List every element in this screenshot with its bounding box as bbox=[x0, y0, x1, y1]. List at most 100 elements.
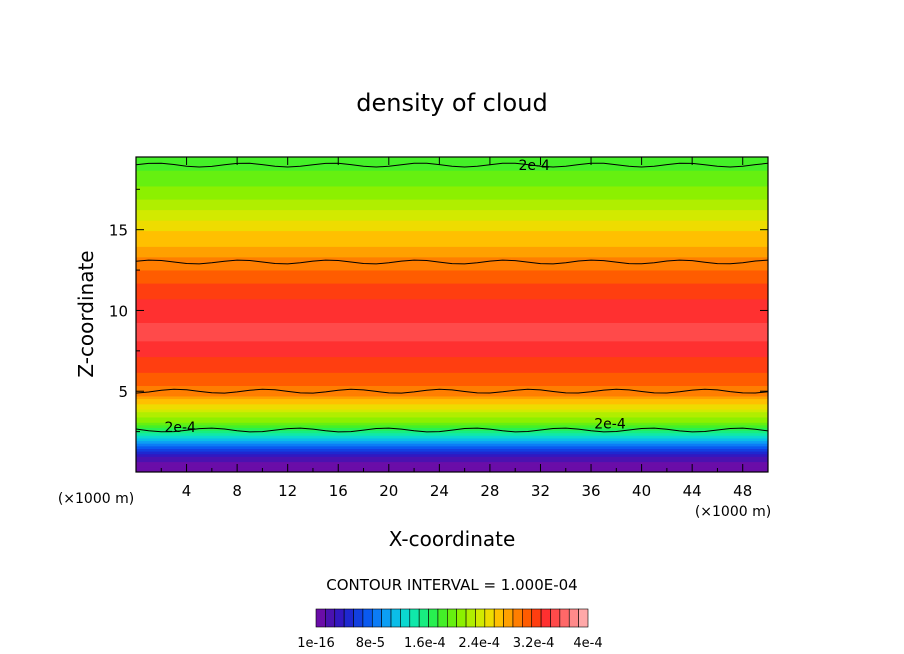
field-band bbox=[136, 445, 768, 449]
field-band bbox=[136, 251, 768, 255]
field-band bbox=[136, 180, 768, 184]
field-band bbox=[136, 167, 768, 171]
field-band bbox=[136, 301, 768, 305]
x-tick-label: 12 bbox=[278, 482, 297, 500]
field-band bbox=[136, 403, 768, 407]
field-band bbox=[136, 267, 768, 271]
density-field bbox=[136, 157, 768, 472]
field-band bbox=[136, 406, 768, 410]
colorbar-swatch bbox=[428, 608, 439, 628]
y-tick-label: 5 bbox=[118, 383, 128, 401]
field-band bbox=[136, 298, 768, 302]
field-band bbox=[136, 238, 768, 242]
field-band bbox=[136, 398, 768, 402]
colorbar-swatch bbox=[325, 608, 336, 628]
colorbar-swatch bbox=[343, 608, 354, 628]
field-band bbox=[136, 411, 768, 415]
field-band bbox=[136, 435, 768, 439]
colorbar-swatch bbox=[559, 608, 570, 628]
field-band bbox=[136, 306, 768, 310]
field-band bbox=[136, 395, 768, 400]
x-tick-label: 8 bbox=[232, 482, 242, 500]
y-tick-label: 10 bbox=[109, 302, 128, 320]
colorbar-swatch bbox=[503, 608, 514, 628]
field-band bbox=[136, 353, 768, 358]
field-band bbox=[136, 241, 768, 245]
field-band bbox=[136, 335, 768, 339]
field-band bbox=[136, 330, 768, 334]
field-band bbox=[136, 162, 768, 166]
field-band bbox=[136, 437, 768, 442]
field-band bbox=[136, 440, 768, 444]
field-band bbox=[136, 227, 768, 232]
x-tick-label: 24 bbox=[430, 482, 449, 500]
field-band bbox=[136, 175, 768, 179]
colorbar-swatch bbox=[400, 608, 411, 628]
field-band bbox=[136, 382, 768, 386]
colorbar-label: 4e-4 bbox=[573, 636, 602, 651]
field-band bbox=[136, 259, 768, 263]
field-band bbox=[136, 230, 768, 234]
field-band bbox=[136, 311, 768, 316]
colorbar-swatch bbox=[334, 608, 345, 628]
x-tick-label: 40 bbox=[632, 482, 651, 500]
field-band bbox=[136, 414, 768, 418]
field-band bbox=[136, 427, 768, 431]
x-tick-label: 48 bbox=[733, 482, 752, 500]
field-band bbox=[136, 264, 768, 268]
field-band bbox=[136, 327, 768, 331]
field-band bbox=[136, 209, 768, 213]
field-band bbox=[136, 424, 768, 428]
plot-frame bbox=[135, 156, 769, 473]
field-band bbox=[136, 309, 768, 313]
field-band bbox=[136, 422, 768, 426]
field-band bbox=[136, 283, 768, 287]
x-tick-label: 36 bbox=[581, 482, 600, 500]
field-band bbox=[136, 220, 768, 224]
field-band bbox=[136, 332, 768, 337]
colorbar-label: 3.2e-4 bbox=[513, 636, 555, 651]
colorbar-swatch bbox=[381, 608, 392, 628]
field-band bbox=[136, 361, 768, 365]
colorbar-swatch bbox=[540, 608, 551, 628]
colorbar-swatch bbox=[522, 608, 533, 628]
field-band bbox=[136, 275, 768, 279]
contour-label: 2e-4 bbox=[164, 420, 196, 436]
contour-line bbox=[136, 162, 768, 168]
field-band bbox=[136, 188, 768, 192]
x-units-left: (×1000 m) bbox=[58, 491, 134, 507]
field-band bbox=[136, 290, 768, 295]
colorbar-swatch bbox=[315, 608, 326, 628]
field-band bbox=[136, 456, 768, 460]
colorbar-swatch bbox=[353, 608, 364, 628]
field-band bbox=[136, 469, 768, 472]
colorbar-swatch bbox=[390, 608, 401, 628]
field-band bbox=[136, 380, 768, 384]
field-band bbox=[136, 172, 768, 176]
field-band bbox=[136, 369, 768, 373]
colorbar-swatch bbox=[550, 608, 561, 628]
field-band bbox=[136, 217, 768, 221]
field-band bbox=[136, 193, 768, 197]
field-band bbox=[136, 201, 768, 205]
field-band bbox=[136, 356, 768, 360]
colorbar-swatch bbox=[362, 608, 373, 628]
field-band bbox=[136, 390, 768, 394]
contour-line bbox=[136, 259, 768, 265]
field-band bbox=[136, 359, 768, 363]
field-band bbox=[136, 385, 768, 389]
field-band bbox=[136, 343, 768, 347]
field-band bbox=[136, 280, 768, 284]
x-tick-label: 16 bbox=[329, 482, 348, 500]
colorbar-swatch bbox=[418, 608, 429, 628]
colorbar-swatch bbox=[578, 608, 589, 628]
colorbar-label: 1.6e-4 bbox=[404, 636, 446, 651]
field-band bbox=[136, 304, 768, 308]
y-tick-label: 15 bbox=[109, 222, 128, 240]
contour-line bbox=[136, 427, 768, 433]
field-band bbox=[136, 338, 768, 342]
y-axis-label: Z-coordinate bbox=[74, 250, 98, 377]
contour-line bbox=[136, 388, 768, 394]
y-axis-ticks: 5 10 15 bbox=[109, 188, 768, 433]
field-band bbox=[136, 346, 768, 350]
